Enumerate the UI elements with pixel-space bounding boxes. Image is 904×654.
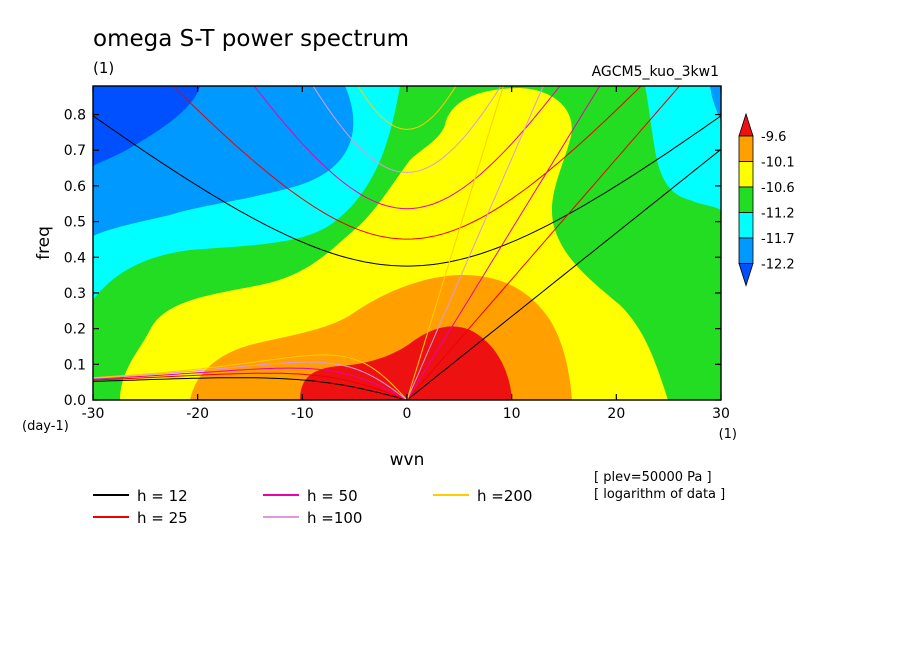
x-tick-label: 20 <box>607 406 625 422</box>
kelvin-wave-curve <box>406 148 721 400</box>
y-axis: 0.0 0.1 0.2 0.3 0.4 0.5 0.6 0.7 0.8 <box>64 108 721 409</box>
dispersion-curves <box>93 86 721 400</box>
colorbar-top-arrow <box>738 112 754 137</box>
legend-label: h =200 <box>477 487 532 505</box>
region-cyan-right <box>645 86 721 210</box>
kelvin-wave-curve <box>406 86 601 400</box>
rossby-wave-curve <box>93 361 408 400</box>
chart-title: omega S-T power spectrum <box>93 26 409 52</box>
colorbar-segment <box>738 237 754 264</box>
spectrum-field <box>93 86 721 400</box>
colorbar-label: -9.6 <box>761 130 786 145</box>
colorbar-label: -10.1 <box>761 156 795 171</box>
colorbar-label: -10.6 <box>761 181 795 196</box>
kelvin-wave-curve <box>406 86 681 400</box>
y-tick-label: 0.6 <box>64 179 86 195</box>
y-tick-label: 0.4 <box>64 250 86 266</box>
kelvin-wave-curve <box>406 86 544 400</box>
y-tick-label: 0.1 <box>64 357 86 373</box>
log-note: [ logarithm of data ] <box>594 487 725 502</box>
colorbar-segment <box>738 186 754 213</box>
colorbar-label: -11.7 <box>761 232 795 247</box>
rossby-wave-curve <box>93 354 408 400</box>
region-blue-right <box>710 86 721 120</box>
y-tick-label: 0.3 <box>64 286 86 302</box>
x-tick-label: 30 <box>712 406 730 422</box>
y-axis-title: freq <box>34 226 54 260</box>
rossby-wave-curve <box>93 377 408 400</box>
y-tick-label: 0.5 <box>64 215 86 231</box>
y-tick-label: 0.0 <box>64 393 86 409</box>
region-darkblue-corner <box>93 86 200 166</box>
plev-note: [ plev=50000 Pa ] <box>594 470 712 485</box>
x-tick-label: 10 <box>503 406 521 422</box>
legend-label: h = 25 <box>137 509 188 527</box>
colorbar-segment <box>738 212 754 239</box>
legend-label: h = 12 <box>137 487 188 505</box>
x-tick-label: -10 <box>291 406 314 422</box>
rossby-wave-curve <box>93 367 408 400</box>
inertio-gravity-curve <box>172 86 642 240</box>
legend-label: h =100 <box>307 509 362 527</box>
colorbar-label: -11.2 <box>761 207 795 222</box>
x-tick-label: -20 <box>186 406 209 422</box>
run-name: AGCM5_kuo_3kw1 <box>592 64 719 80</box>
y-tick-label: 0.2 <box>64 322 86 338</box>
colorbar-segment <box>738 135 754 162</box>
rossby-wave-curve <box>93 372 408 400</box>
x-tick-label: 0 <box>403 406 412 422</box>
x-tick-label: -30 <box>82 406 105 422</box>
colorbar-segment <box>738 161 754 188</box>
legend-label: h = 50 <box>307 487 358 505</box>
unit-label-top: (1) <box>93 59 114 77</box>
inertio-gravity-curve <box>357 86 457 130</box>
kelvin-wave-curve <box>406 86 504 400</box>
y-unit-label: (day-1) <box>22 419 69 434</box>
x-unit-label: (1) <box>719 427 737 442</box>
y-tick-label: 0.8 <box>64 108 86 124</box>
colorbar: -9.6 -10.1 -10.6 -11.2 -11.7 -12.2 <box>738 112 795 287</box>
legend: h = 12 h = 25 h = 50 h =100 h =200 <box>93 487 532 527</box>
inertio-gravity-curve <box>312 86 502 173</box>
inertio-gravity-curve <box>253 86 561 210</box>
colorbar-bottom-arrow <box>738 263 754 287</box>
y-tick-label: 0.7 <box>64 143 86 159</box>
inertio-gravity-curve <box>93 115 721 267</box>
colorbar-label: -12.2 <box>761 258 795 273</box>
x-axis-title: wvn <box>390 450 425 470</box>
x-axis: -30 -20 -10 0 10 20 30 <box>82 86 730 422</box>
